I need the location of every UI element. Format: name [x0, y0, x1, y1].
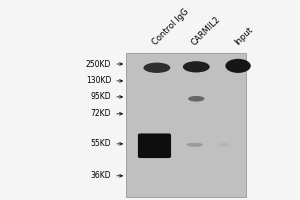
Ellipse shape: [218, 143, 230, 147]
Text: 72KD: 72KD: [91, 109, 111, 118]
Text: Input: Input: [233, 25, 255, 47]
Ellipse shape: [188, 96, 205, 102]
Text: CARMIL2: CARMIL2: [190, 14, 223, 47]
Ellipse shape: [143, 63, 170, 73]
FancyBboxPatch shape: [126, 53, 246, 197]
Text: 95KD: 95KD: [91, 92, 111, 101]
Text: Control IgG: Control IgG: [151, 7, 191, 47]
Ellipse shape: [225, 59, 251, 73]
Text: 130KD: 130KD: [86, 76, 111, 85]
Text: 36KD: 36KD: [91, 171, 111, 180]
Text: 250KD: 250KD: [86, 60, 111, 69]
FancyBboxPatch shape: [138, 133, 171, 158]
Text: 55KD: 55KD: [91, 139, 111, 148]
Ellipse shape: [187, 143, 203, 147]
Ellipse shape: [183, 61, 210, 72]
